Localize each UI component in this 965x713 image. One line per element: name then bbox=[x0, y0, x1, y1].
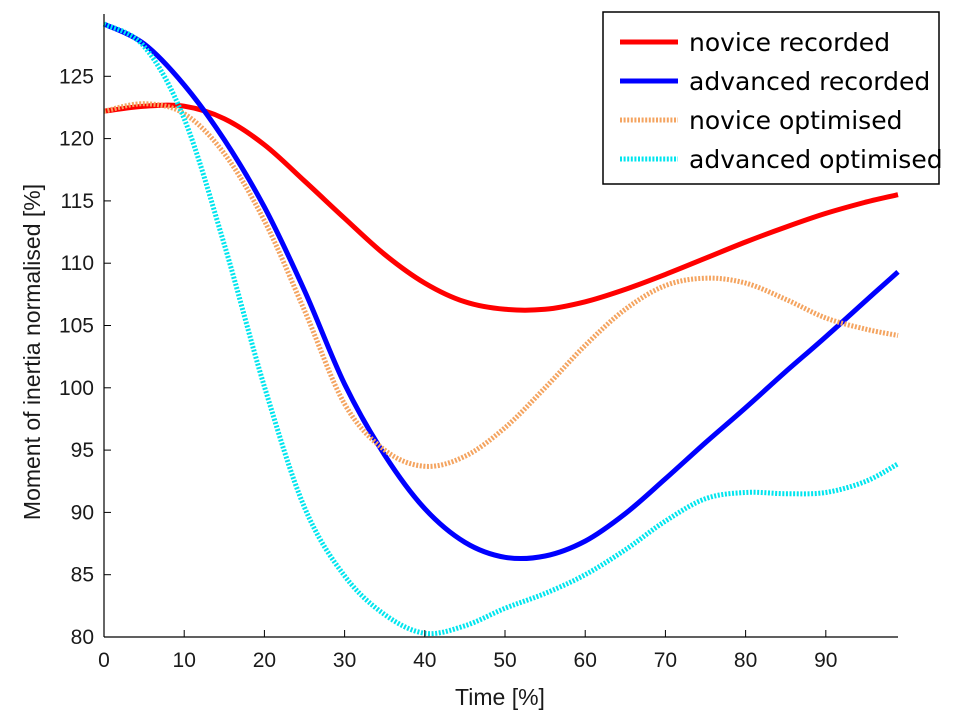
x-tick-label-2: 20 bbox=[253, 649, 276, 672]
x-tick-label-0: 0 bbox=[98, 649, 110, 672]
series-line-0 bbox=[103, 102, 899, 313]
series-line-3 bbox=[102, 21, 900, 637]
legend: novice recorded advanced recorded novice o… bbox=[602, 11, 943, 185]
x-tick-label-3: 30 bbox=[333, 649, 356, 672]
x-tick-label-8: 80 bbox=[734, 649, 757, 672]
legend-label-3: advanced optimised bbox=[689, 145, 943, 174]
x-tick-label-6: 60 bbox=[574, 649, 597, 672]
y-tick-label-7: 115 bbox=[61, 190, 94, 213]
series-line-2 bbox=[103, 101, 899, 469]
y-tick-label-5: 105 bbox=[59, 315, 94, 338]
y-tick-label-3: 95 bbox=[71, 439, 94, 462]
series-layer bbox=[102, 21, 900, 637]
x-axis-title: Time [%] bbox=[455, 684, 545, 710]
x-tick-label-5: 50 bbox=[493, 649, 516, 672]
x-tick-label-9: 90 bbox=[814, 649, 837, 672]
x-tick-label-7: 70 bbox=[654, 649, 677, 672]
y-axis-title: Moment of inertia normalised [%] bbox=[19, 184, 45, 520]
legend-label-0: novice recorded bbox=[689, 28, 890, 57]
y-tick-label-9: 125 bbox=[59, 65, 94, 88]
y-tick-label-0: 80 bbox=[71, 626, 94, 649]
y-tick-label-2: 90 bbox=[71, 501, 94, 524]
series-line-1 bbox=[102, 21, 900, 562]
y-tick-label-6: 110 bbox=[61, 252, 94, 275]
y-tick-label-4: 100 bbox=[59, 377, 94, 400]
y-tick-label-8: 120 bbox=[59, 128, 94, 151]
y-tick-label-1: 85 bbox=[71, 564, 94, 587]
legend-label-1: advanced recorded bbox=[689, 67, 930, 96]
x-tick-label-4: 40 bbox=[413, 649, 436, 672]
legend-label-2: novice optimised bbox=[689, 106, 902, 135]
axes-layer: 0 10 20 30 40 50 60 70 80 90 80 85 90 95 100 105 110 115 1… bbox=[59, 14, 898, 672]
x-tick-label-1: 10 bbox=[173, 649, 196, 672]
